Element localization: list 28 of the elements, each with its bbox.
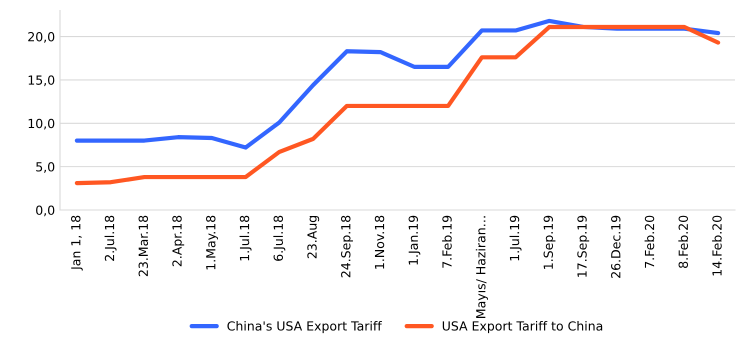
x-tick-label: 7.Feb.19 (442, 216, 452, 268)
x-tick-label: 17.Sep.19 (577, 216, 590, 277)
x-tick-label: 2.Apr.18 (172, 216, 184, 266)
line-series (74, 24, 720, 186)
x-tick-label: 14.Feb.20 (712, 216, 722, 276)
x-tick-label: 8.Feb.20 (678, 216, 688, 268)
x-tick-label: 1.May.18 (206, 216, 218, 270)
x-tick-label: 23.Aug (307, 216, 320, 258)
x-tick-label: 6.Jul.18 (273, 216, 286, 261)
x-tick-label: 1.Nov.18 (374, 216, 384, 269)
x-tick-label: Mayıs/ Haziran… (476, 216, 488, 318)
y-tick-label: 5,0 (36, 162, 54, 173)
x-tick-label: 23.Mar.18 (138, 216, 148, 276)
legend-label: China's USA Export Tariff (227, 321, 382, 334)
x-tick-label: 7.Feb.20 (644, 216, 654, 268)
x-tick-label: 1.Sep.19 (544, 216, 556, 269)
legend-label: USA Export Tariff to China (442, 321, 602, 334)
x-tick-label: 24.Sep.18 (341, 216, 353, 278)
x-tick-label: 2.Jul.18 (104, 216, 117, 261)
y-tick-label: 0,0 (36, 205, 54, 216)
x-tick-label: 26.Dec.19 (611, 216, 620, 278)
y-tick-label: 20,0 (28, 32, 54, 43)
y-tick-label: 10,0 (28, 118, 54, 130)
y-tick-label: 15,0 (28, 75, 54, 86)
x-tick-label: 1.Jul.18 (240, 216, 252, 260)
x-tick-label: 1.Jul.19 (510, 216, 522, 260)
x-tick-label: Jan 1, 18 (71, 216, 83, 271)
x-tick-label: 1.Jan.19 (408, 216, 420, 265)
